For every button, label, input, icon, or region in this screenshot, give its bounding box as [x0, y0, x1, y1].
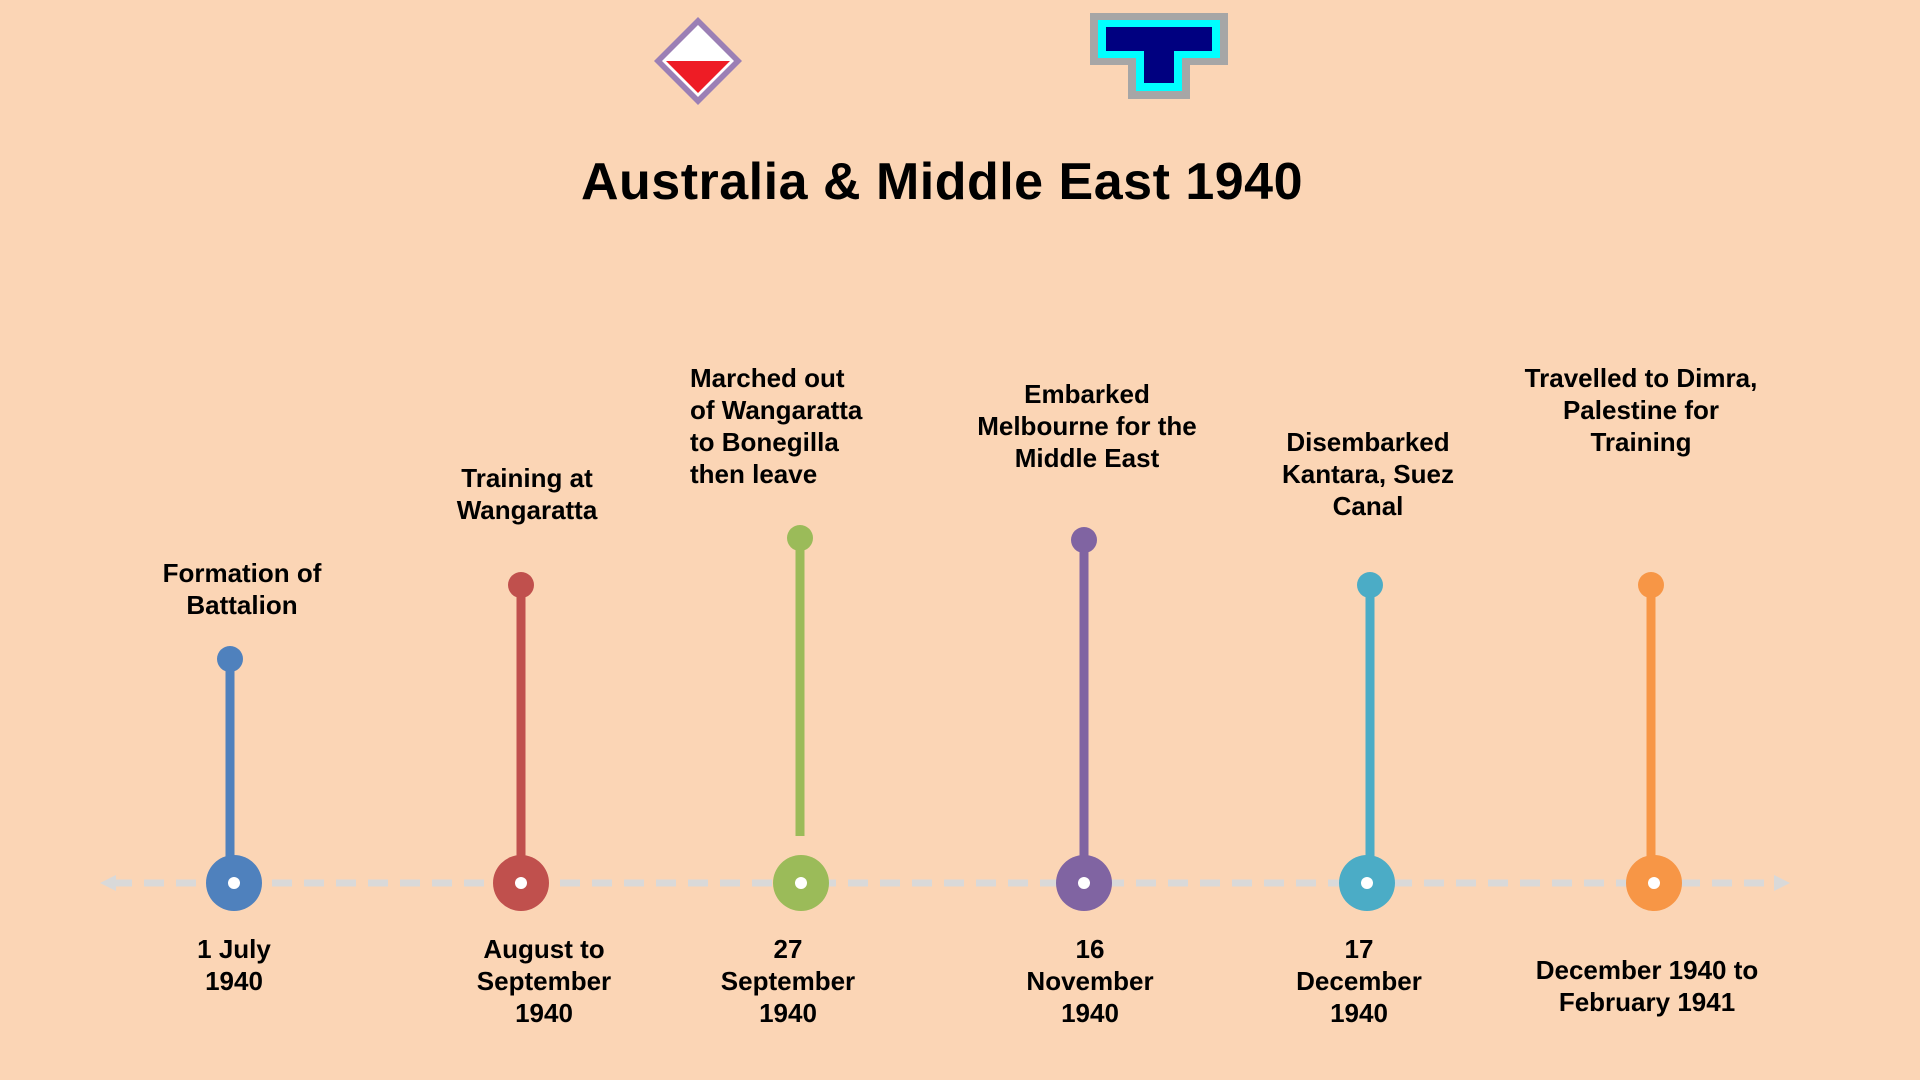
event-top-dot — [1357, 572, 1383, 598]
event-date: 16 November 1940 — [1026, 934, 1154, 1028]
event-top-dot — [508, 572, 534, 598]
event-label: Formation of Battalion — [162, 558, 322, 620]
event-date: 17 December 1940 — [1296, 934, 1422, 1028]
event-node-center — [1361, 877, 1373, 889]
event-label: Training at Wangaratta — [456, 463, 598, 525]
event-label: Travelled to Dimra, Palestine for Traini… — [1524, 363, 1758, 457]
event-node-center — [795, 877, 807, 889]
event-top-dot — [1638, 572, 1664, 598]
event-date: December 1940 to February 1941 — [1535, 955, 1759, 1017]
t-shape-unit-patch-icon — [1090, 13, 1228, 99]
event-label: Embarked Melbourne for the Middle East — [977, 379, 1197, 473]
event-top-dot — [217, 646, 243, 672]
event-node-center — [515, 877, 527, 889]
event-node-center — [1648, 877, 1660, 889]
event-label: Marched out of Wangaratta to Bonegilla t… — [690, 363, 863, 489]
axis-arrow-left — [100, 875, 116, 891]
slide-title: Australia & Middle East 1940 — [580, 153, 1304, 211]
event-top-dot — [787, 525, 813, 551]
axis-arrow-right — [1774, 875, 1790, 891]
event-node-center — [1078, 877, 1090, 889]
event-label: Disembarked Kantara, Suez Canal — [1282, 427, 1454, 521]
event-date: 1 July 1940 — [197, 934, 271, 996]
diamond-unit-patch-icon — [654, 17, 742, 105]
event-date: 27 September 1940 — [720, 934, 856, 1028]
event-date: August to September 1940 — [476, 934, 612, 1028]
event-top-dot — [1071, 527, 1097, 553]
event-node-center — [228, 877, 240, 889]
